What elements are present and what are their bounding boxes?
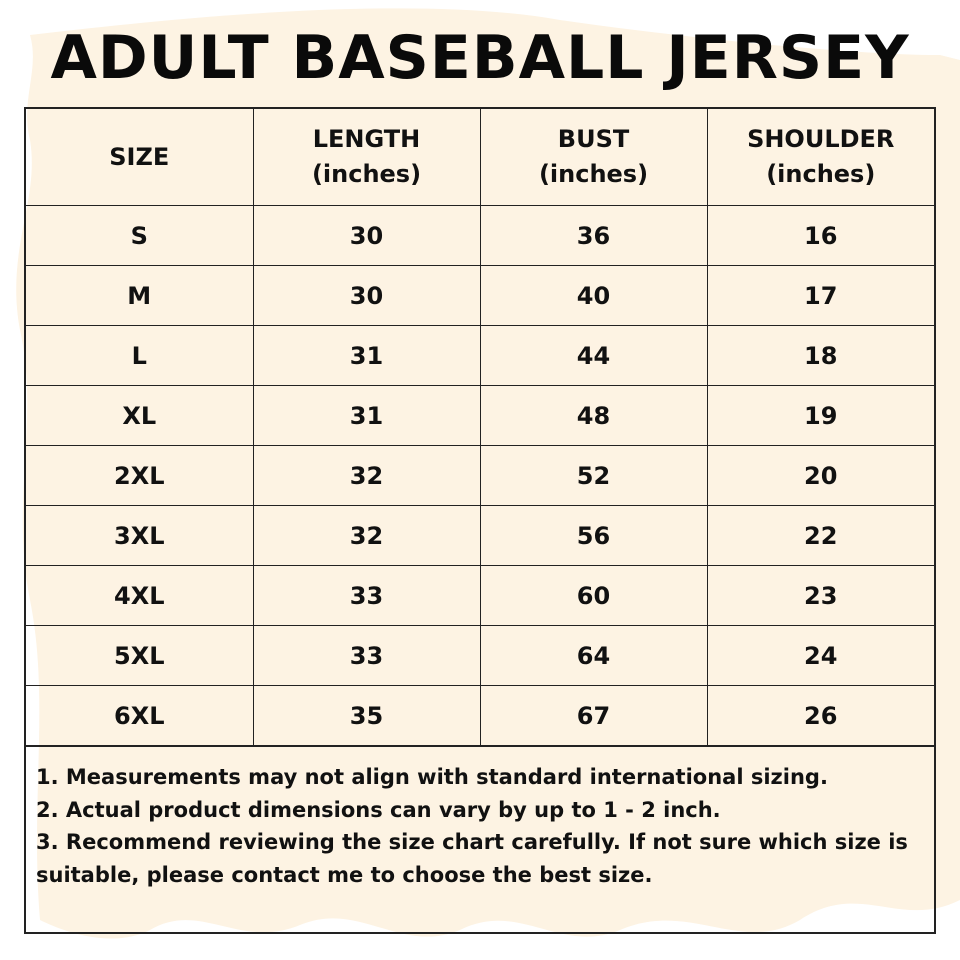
cell-size: 4XL (26, 565, 254, 626)
cell-size: S (26, 205, 254, 266)
cell-size: 6XL (26, 685, 254, 746)
cell-size: 3XL (26, 505, 254, 566)
header-bust: BUST (inches) (479, 109, 708, 206)
cell-bust: 36 (479, 205, 708, 266)
cell-size: XL (26, 385, 254, 446)
header-shoulder: SHOULDER (inches) (706, 109, 934, 206)
cell-length: 35 (252, 685, 481, 746)
cell-shoulder: 18 (706, 325, 934, 386)
size-table: SIZE LENGTH (inches) BUST (inches) SHOUL… (26, 109, 934, 746)
table-row: 5XL 33 64 24 (26, 625, 934, 686)
cell-length: 32 (252, 445, 481, 506)
cell-shoulder: 17 (706, 265, 934, 326)
table-row: XL 31 48 19 (26, 385, 934, 446)
cell-shoulder: 16 (706, 205, 934, 266)
cell-shoulder: 20 (706, 445, 934, 506)
table-row: M 30 40 17 (26, 265, 934, 326)
cell-bust: 64 (479, 625, 708, 686)
table-row: 3XL 32 56 22 (26, 505, 934, 566)
cell-length: 32 (252, 505, 481, 566)
cell-bust: 44 (479, 325, 708, 386)
note-item: 3. Recommend reviewing the size chart ca… (36, 830, 908, 887)
cell-bust: 48 (479, 385, 708, 446)
table-row: 6XL 35 67 26 (26, 685, 934, 746)
cell-bust: 60 (479, 565, 708, 626)
cell-shoulder: 24 (706, 625, 934, 686)
cell-shoulder: 22 (706, 505, 934, 566)
notes-section: 1. Measurements may not align with stand… (26, 746, 934, 891)
cell-size: 5XL (26, 625, 254, 686)
cell-length: 33 (252, 625, 481, 686)
cell-length: 30 (252, 205, 481, 266)
cell-length: 30 (252, 265, 481, 326)
header-length: LENGTH (inches) (252, 109, 481, 206)
cell-length: 31 (252, 325, 481, 386)
cell-length: 31 (252, 385, 481, 446)
note-item: 1. Measurements may not align with stand… (36, 765, 828, 789)
cell-size: 2XL (26, 445, 254, 506)
cell-shoulder: 23 (706, 565, 934, 626)
size-chart: SIZE LENGTH (inches) BUST (inches) SHOUL… (24, 107, 936, 934)
cell-bust: 52 (479, 445, 708, 506)
cell-size: L (26, 325, 254, 386)
cell-bust: 40 (479, 265, 708, 326)
note-item: 2. Actual product dimensions can vary by… (36, 797, 721, 822)
cell-size: M (26, 265, 254, 326)
table-row: L 31 44 18 (26, 325, 934, 386)
page-title: ADULT BASEBALL JERSEY (50, 23, 910, 93)
table-row: 4XL 33 60 23 (26, 565, 934, 626)
cell-bust: 67 (479, 685, 708, 746)
cell-length: 33 (252, 565, 481, 626)
header-size: SIZE (26, 109, 254, 206)
table-header-row: SIZE LENGTH (inches) BUST (inches) SHOUL… (26, 109, 934, 206)
cell-shoulder: 19 (706, 385, 934, 446)
table-row: S 30 36 16 (26, 205, 934, 266)
table-row: 2XL 32 52 20 (26, 445, 934, 506)
cell-bust: 56 (479, 505, 708, 566)
cell-shoulder: 26 (706, 685, 934, 746)
